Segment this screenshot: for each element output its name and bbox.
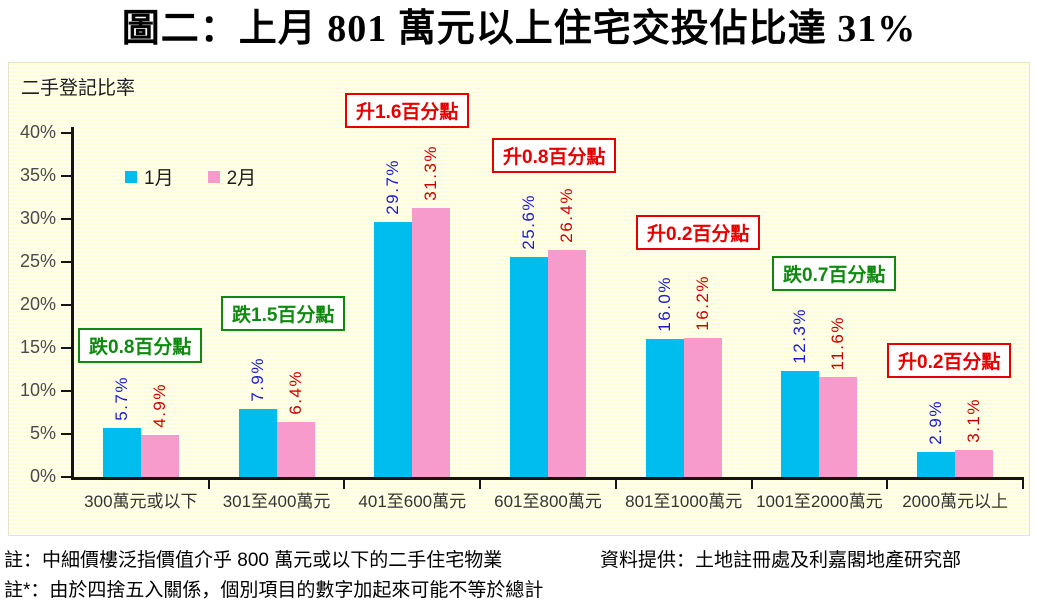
bar-january: [102, 428, 141, 477]
y-axis-label: 15%: [19, 337, 56, 357]
data-source: 資料提供：土地註冊處及利嘉閣地產研究部: [600, 550, 962, 571]
bar-value-label-february: 3.1%: [964, 398, 984, 443]
page-title: 圖二：上月 801 萬元以上住宅交投佔比達 31%: [121, 8, 917, 50]
bar-january: [645, 339, 684, 477]
y-axis-label: 0%: [29, 466, 56, 486]
category-label: 2000萬元以上: [902, 492, 1009, 511]
bar-january: [917, 452, 956, 477]
legend-swatch-february: [207, 170, 220, 183]
bar-value-label-february: 16.2%: [692, 275, 712, 331]
legend-swatch-january: [125, 170, 137, 183]
bar-february: [955, 450, 994, 477]
bar-february: [140, 435, 179, 477]
bar-value-label-january: 5.7%: [111, 376, 131, 421]
bar-february: [412, 208, 451, 477]
y-axis-label: 35%: [19, 165, 56, 185]
x-axis-tick: [207, 480, 210, 489]
annotation-down: 跌0.8百分點: [78, 328, 203, 363]
bar-value-label-february: 6.4%: [285, 370, 305, 415]
bar-january: [374, 222, 413, 477]
x-axis-tick: [750, 480, 753, 489]
category-label: 301至400萬元: [222, 492, 331, 511]
y-axis-label: 25%: [19, 251, 56, 271]
bar-value-label-february: 11.6%: [828, 315, 848, 370]
bar-value-label-january: 7.9%: [247, 357, 267, 402]
y-axis-label: 30%: [19, 208, 56, 228]
y-axis-label: 5%: [29, 423, 56, 443]
bar-value-label-january: 16.0%: [654, 276, 674, 332]
y-axis-tick: [61, 433, 73, 435]
bar-value-label-january: 25.6%: [519, 194, 538, 250]
bar-value-label-january: 2.9%: [926, 400, 946, 445]
bar-february: [683, 338, 722, 477]
bar-value-label-january: 12.3%: [790, 308, 810, 364]
category-label: 401至600萬元: [358, 492, 467, 511]
category-label: 601至800萬元: [494, 492, 602, 511]
annotation-up: 升0.2百分點: [887, 343, 1012, 378]
chart-panel: 二手登記比率 1月 2月 40% 35% 30% 25% 20% 15% 10% 5% 0% 300…: [8, 62, 1030, 536]
footnote-rounding: 註*：由於四捨五入關係，個別項目的數字加起來可能不等於總計: [4, 580, 544, 601]
legend-item-january: 1月: [125, 163, 174, 190]
y-axis-tick: [61, 347, 73, 349]
x-axis-tick: [886, 480, 889, 489]
legend-item-february: 2月: [207, 163, 257, 190]
category-label: 801至1000萬元: [625, 492, 743, 511]
y-axis-tick: [61, 175, 73, 177]
bar-value-label-february: 4.9%: [149, 383, 169, 428]
bar-february: [819, 377, 858, 477]
bar-value-label-january: 29.7%: [383, 159, 403, 215]
annotation-down: 跌0.7百分點: [772, 256, 897, 291]
annotation-up: 升0.2百分點: [636, 215, 761, 250]
annotation-down: 跌1.5百分點: [221, 296, 346, 331]
y-axis-tick: [61, 304, 73, 306]
bar-value-label-february: 31.3%: [421, 145, 441, 201]
bar-january: [238, 409, 277, 477]
x-axis-tick: [343, 480, 346, 489]
y-axis-tick: [61, 218, 73, 220]
y-axis-tick: [61, 261, 73, 263]
x-axis-tick: [479, 480, 482, 489]
annotation-up: 升1.6百分點: [345, 93, 470, 128]
x-axis-line: [71, 477, 1024, 480]
y-axis-label: 40%: [19, 122, 56, 142]
category-label: 1001至2000萬元: [756, 492, 883, 511]
y-axis-tick: [61, 390, 73, 392]
bar-february: [548, 250, 586, 477]
legend: 1月 2月: [125, 163, 256, 190]
footnote-definition: 註：中細價樓泛指價值介乎 800 萬元或以下的二手住宅物業: [4, 550, 503, 571]
legend-label-january: 1月: [144, 168, 174, 189]
axis-title: 二手登記比率: [21, 78, 136, 99]
annotation-up: 升0.8百分點: [492, 138, 617, 173]
y-axis-label: 20%: [19, 294, 56, 314]
y-axis-label: 10%: [19, 380, 56, 400]
bar-january: [510, 257, 548, 477]
bar-value-label-february: 26.4%: [557, 187, 576, 243]
legend-label-february: 2月: [226, 168, 257, 189]
x-axis-tick: [1022, 480, 1024, 489]
bar-february: [276, 422, 315, 477]
bar-january: [781, 371, 820, 477]
y-axis-line: [71, 127, 74, 480]
y-axis-tick: [61, 132, 73, 134]
y-axis-tick: [61, 476, 73, 478]
x-axis-tick: [614, 480, 617, 489]
category-label: 300萬元或以下: [84, 492, 198, 511]
